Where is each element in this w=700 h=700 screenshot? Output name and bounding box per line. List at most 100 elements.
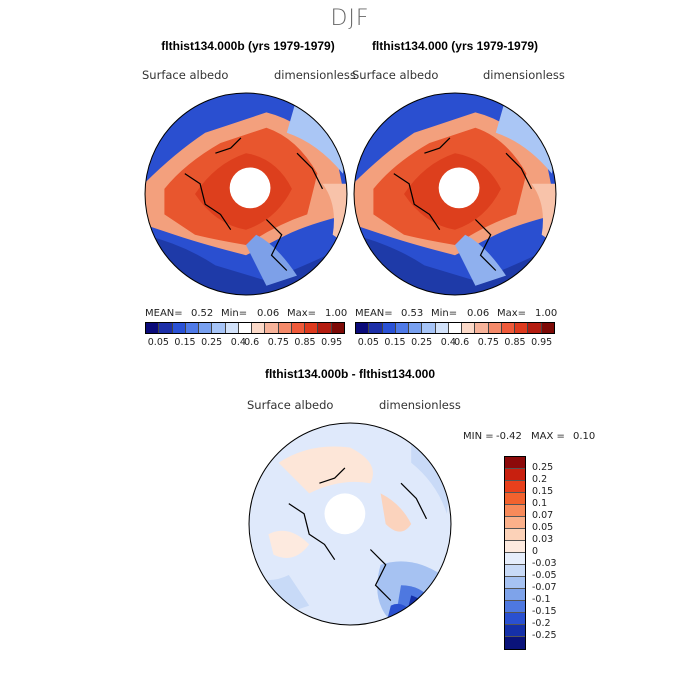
diff-colorbar-tick-label: -0.05 xyxy=(532,570,557,581)
colorbar-tick-label: 0.75 xyxy=(477,337,499,348)
panel-1-mean-value: 0.52 xyxy=(191,308,214,319)
diff-colorbar-tick-label: 0.25 xyxy=(532,462,554,473)
panel-2-units: dimensionless xyxy=(483,68,565,82)
diff-colorbar-swatch xyxy=(505,577,525,589)
panel-2-colorbar-labels: 0.05 0.15 0.25 0.4 0.6 0.75 0.85 0.95 xyxy=(355,337,555,349)
panel-2-variable: Surface albedo xyxy=(352,68,439,82)
panel-1-variable: Surface albedo xyxy=(142,68,229,82)
colorbar-tick-label: 0.85 xyxy=(294,337,316,348)
diff-colorbar-swatch xyxy=(505,457,525,469)
colorbar-swatch xyxy=(382,323,396,333)
panel-2-colorbar xyxy=(355,322,555,334)
panel-2-mean-value: 0.53 xyxy=(401,308,424,319)
diff-colorbar-swatch xyxy=(505,637,525,649)
colorbar-tick-label: 0.85 xyxy=(504,337,526,348)
colorbar-swatch xyxy=(409,323,423,333)
diff-variable: Surface albedo xyxy=(247,398,334,412)
diff-colorbar-swatch xyxy=(505,493,525,505)
diff-colorbar-tick-label: 0.2 xyxy=(532,474,548,485)
colorbar-tick-label: 0.95 xyxy=(321,337,343,348)
colorbar-swatch xyxy=(225,323,239,333)
diff-colorbar-tick-label: 0.15 xyxy=(532,486,554,497)
colorbar-swatch xyxy=(252,323,266,333)
panel-2-min-value: 0.06 xyxy=(467,308,490,319)
panel-2-max-label: Max= xyxy=(497,308,527,319)
panel-1-max-value: 1.00 xyxy=(325,308,348,319)
diff-colorbar-tick-label: -0.03 xyxy=(532,558,557,569)
diff-min-value: -0.42 xyxy=(496,431,522,442)
diff-colorbar-swatch xyxy=(505,625,525,637)
colorbar-swatch xyxy=(422,323,436,333)
colorbar-tick-label: 0.95 xyxy=(531,337,553,348)
colorbar-swatch xyxy=(265,323,279,333)
colorbar-swatch xyxy=(395,323,410,333)
diff-colorbar-swatch xyxy=(505,505,525,517)
panel-1-title: flthist134.000b (yrs 1979-1979) xyxy=(161,39,335,53)
colorbar-swatch xyxy=(488,323,502,333)
colorbar-tick-label: 0.05 xyxy=(147,337,169,348)
colorbar-tick-label: 0.05 xyxy=(357,337,379,348)
diff-title: flthist134.000b - flthist134.000 xyxy=(264,367,436,381)
colorbar-swatch xyxy=(501,323,516,333)
diff-units: dimensionless xyxy=(379,398,461,412)
colorbar-tick-label: 0.75 xyxy=(267,337,289,348)
panel-1-stats: MEAN= 0.52 Min= 0.06 Max= 1.00 xyxy=(145,308,350,322)
colorbar-tick-label: 0.4 xyxy=(440,337,456,348)
panel-1-mean-label: MEAN= xyxy=(145,308,183,319)
colorbar-swatch xyxy=(448,323,463,333)
diff-max-label: MAX = xyxy=(531,431,565,442)
panel-1-map xyxy=(144,92,348,296)
diff-colorbar-tick-label: 0.03 xyxy=(532,534,554,545)
colorbar-swatch xyxy=(541,323,554,333)
panel-2-stats: MEAN= 0.53 Min= 0.06 Max= 1.00 xyxy=(355,308,560,322)
diff-colorbar xyxy=(504,456,526,650)
colorbar-tick-label: 0.6 xyxy=(244,337,260,348)
diff-colorbar-tick-label: 0.1 xyxy=(532,498,548,509)
diff-colorbar-tick-label: 0 xyxy=(532,546,539,557)
panel-1-units: dimensionless xyxy=(274,68,356,82)
diff-colorbar-tick-label: -0.25 xyxy=(532,630,557,641)
season-title: DJF xyxy=(330,6,370,31)
diff-colorbar-tick-label: 0.05 xyxy=(532,522,554,533)
diff-stats: MIN = -0.42 MAX = 0.10 xyxy=(463,431,613,445)
colorbar-swatch xyxy=(435,323,449,333)
diff-colorbar-tick-label: -0.2 xyxy=(532,618,551,629)
colorbar-swatch xyxy=(305,323,319,333)
diff-colorbar-swatch xyxy=(505,601,525,613)
panel-2-min-label: Min= xyxy=(431,308,458,319)
diff-colorbar-tick-label: -0.1 xyxy=(532,594,551,605)
colorbar-swatch xyxy=(278,323,292,333)
colorbar-swatch xyxy=(159,323,173,333)
colorbar-swatch xyxy=(475,323,489,333)
diff-colorbar-tick-label: 0.07 xyxy=(532,510,554,521)
panel-1-min-label: Min= xyxy=(221,308,248,319)
panel-1-max-label: Max= xyxy=(287,308,317,319)
diff-colorbar-swatch xyxy=(505,541,525,553)
diff-colorbar-swatch xyxy=(505,517,525,529)
diff-max-value: 0.10 xyxy=(573,431,596,442)
colorbar-tick-label: 0.4 xyxy=(230,337,246,348)
colorbar-swatch xyxy=(172,323,186,333)
diff-colorbar-swatch xyxy=(505,613,525,625)
diff-colorbar-swatch xyxy=(505,589,525,601)
panel-2-max-value: 1.00 xyxy=(535,308,558,319)
colorbar-tick-label: 0.15 xyxy=(174,337,196,348)
colorbar-swatch xyxy=(238,323,253,333)
colorbar-swatch xyxy=(356,323,370,333)
colorbar-swatch xyxy=(212,323,226,333)
panel-2-map xyxy=(353,92,557,296)
colorbar-swatch xyxy=(528,323,542,333)
diff-colorbar-swatch xyxy=(505,553,525,565)
colorbar-swatch xyxy=(146,323,160,333)
diff-colorbar-swatch xyxy=(505,565,525,577)
panel-2-mean-label: MEAN= xyxy=(355,308,393,319)
diff-colorbar-tick-label: -0.07 xyxy=(532,582,557,593)
panel-2-title: flthist134.000 (yrs 1979-1979) xyxy=(371,39,539,53)
colorbar-swatch xyxy=(291,323,306,333)
colorbar-swatch xyxy=(199,323,213,333)
colorbar-tick-label: 0.25 xyxy=(411,337,433,348)
diff-colorbar-tick-label: -0.15 xyxy=(532,606,557,617)
diff-min-label: MIN = xyxy=(463,431,494,442)
diff-colorbar-swatch xyxy=(505,481,525,493)
diff-map xyxy=(248,422,452,626)
